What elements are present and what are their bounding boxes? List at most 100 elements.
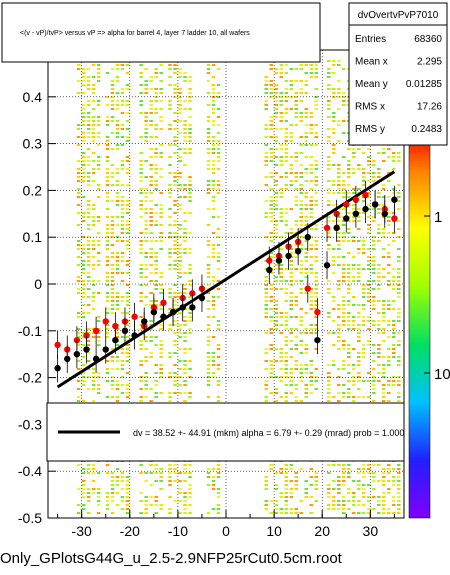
density-cell — [206, 68, 211, 70]
density-cell — [342, 264, 346, 266]
density-cell — [144, 176, 148, 178]
density-cell — [284, 160, 288, 162]
density-cell — [139, 208, 143, 210]
density-cell — [81, 252, 86, 254]
density-cell — [120, 368, 125, 370]
density-cell — [294, 112, 298, 114]
density-cell — [86, 388, 91, 390]
density-cell — [304, 252, 308, 254]
density-cell — [367, 216, 371, 218]
density-cell — [294, 116, 298, 118]
density-cell — [357, 272, 361, 274]
density-cell — [392, 468, 396, 470]
density-cell — [188, 484, 192, 486]
density-cell — [309, 364, 313, 366]
density-cell — [105, 104, 110, 106]
density-cell — [139, 164, 143, 166]
density-cell — [96, 512, 101, 514]
density-cell — [372, 352, 376, 354]
density-cell — [188, 476, 192, 478]
density-cell — [264, 124, 268, 126]
density-cell — [342, 208, 346, 210]
density-cell — [347, 164, 351, 166]
density-cell — [115, 216, 120, 218]
density-cell — [284, 100, 288, 102]
density-cell — [347, 176, 351, 178]
density-cell — [309, 132, 313, 134]
density-cell — [96, 184, 101, 186]
density-cell — [144, 508, 148, 510]
density-cell — [377, 344, 381, 346]
density-cell — [279, 352, 283, 354]
density-cell — [105, 236, 110, 238]
x-tick-label: 0 — [222, 523, 230, 539]
density-cell — [304, 208, 308, 210]
density-cell — [352, 220, 356, 222]
density-cell — [289, 88, 293, 90]
density-cell — [327, 200, 331, 202]
density-cell — [110, 120, 115, 122]
density-cell — [105, 308, 110, 310]
density-cell — [183, 464, 187, 466]
density-cell — [304, 364, 308, 366]
density-cell — [125, 88, 130, 90]
density-cell — [377, 348, 381, 350]
density-cell — [357, 188, 361, 190]
density-cell — [154, 260, 158, 262]
density-cell — [105, 180, 110, 182]
density-cell — [125, 172, 130, 174]
density-cell — [76, 124, 81, 126]
density-cell — [314, 272, 318, 274]
density-cell — [397, 332, 401, 334]
density-cell — [168, 484, 172, 486]
density-cell — [279, 356, 283, 358]
x-tick-label: 10 — [266, 523, 282, 539]
density-cell — [139, 244, 143, 246]
density-cell — [314, 136, 318, 138]
density-cell — [294, 476, 298, 478]
density-cell — [347, 396, 351, 398]
density-cell — [314, 284, 318, 286]
density-cell — [377, 356, 381, 358]
density-cell — [216, 108, 221, 110]
density-cell — [357, 380, 361, 382]
density-cell — [382, 204, 386, 206]
density-cell — [289, 264, 293, 266]
density-cell — [274, 204, 278, 206]
density-cell — [96, 472, 101, 474]
density-cell — [309, 296, 313, 298]
density-cell — [314, 296, 318, 298]
density-cell — [337, 348, 341, 350]
density-cell — [110, 480, 115, 482]
density-cell — [284, 364, 288, 366]
density-cell — [154, 288, 158, 290]
density-cell — [149, 300, 153, 302]
density-cell — [206, 364, 211, 366]
density-cell — [362, 380, 366, 382]
density-cell — [299, 184, 303, 186]
density-cell — [216, 512, 221, 514]
density-cell — [279, 312, 283, 314]
density-cell — [309, 112, 313, 114]
density-cell — [144, 296, 148, 298]
density-cell — [216, 144, 221, 146]
density-cell — [159, 468, 163, 470]
density-cell — [173, 268, 177, 270]
density-cell — [342, 508, 346, 510]
density-cell — [91, 168, 96, 170]
density-cell — [377, 320, 381, 322]
density-cell — [178, 120, 182, 122]
density-cell — [91, 468, 96, 470]
density-cell — [332, 204, 336, 206]
density-cell — [144, 380, 148, 382]
density-cell — [110, 292, 115, 294]
density-cell — [139, 240, 143, 242]
density-cell — [327, 216, 331, 218]
density-cell — [357, 468, 361, 470]
density-cell — [284, 148, 288, 150]
density-cell — [183, 504, 187, 506]
density-cell — [178, 176, 182, 178]
density-cell — [304, 480, 308, 482]
density-cell — [159, 504, 163, 506]
density-cell — [139, 296, 143, 298]
